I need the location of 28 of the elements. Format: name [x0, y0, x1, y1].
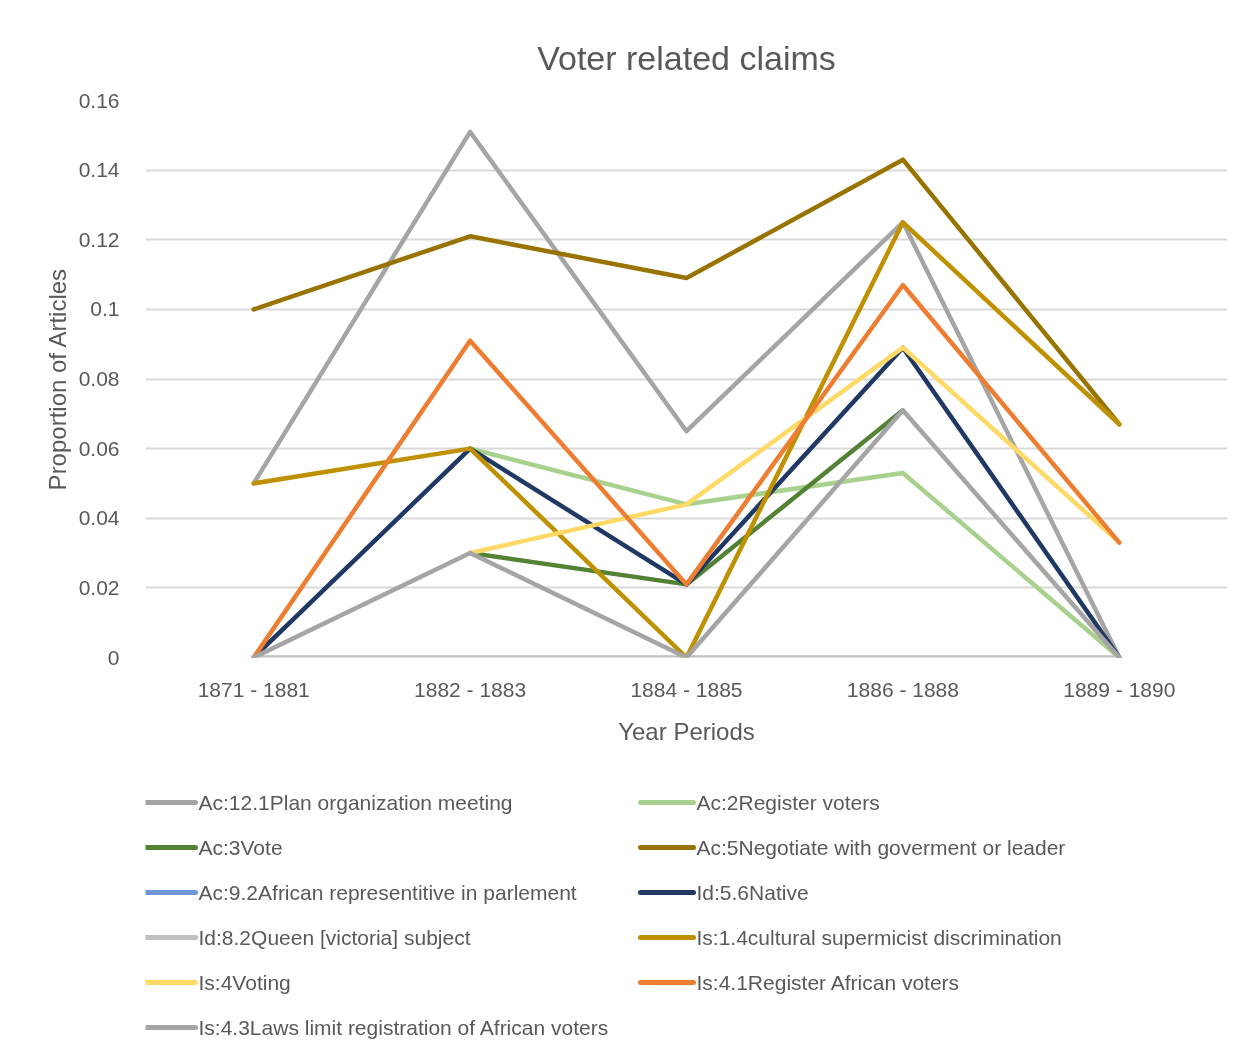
chart-title: Voter related claims [537, 38, 836, 77]
x-tick-label: 1882 - 1883 [414, 677, 527, 701]
x-axis-title: Year Periods [618, 717, 755, 745]
y-tick-label: 0 [107, 645, 120, 669]
y-tick-label: 0.12 [78, 227, 120, 251]
legend-label: Id:8.2Queen [victoria] subject [198, 926, 471, 949]
y-tick-label: 0.08 [78, 367, 120, 390]
legend-label: Id:5.6Native [696, 881, 809, 904]
legend-label: Ac:5Negotiate with goverment or leader [696, 836, 1066, 859]
legend-label: Is:4.1Register African voters [696, 971, 960, 994]
y-tick-label: 0.1 [90, 297, 120, 321]
y-tick-label: 0.02 [78, 575, 120, 599]
x-tick-label: 1884 - 1885 [630, 677, 743, 701]
y-tick-label: 0.06 [78, 436, 120, 460]
legend-label: Ac:9.2African representitive in parlement [198, 881, 577, 904]
legend-label: Ac:2Register voters [696, 791, 880, 814]
y-tick-label: 0.14 [78, 158, 120, 182]
legend-label: Ac:12.1Plan organization meeting [198, 791, 513, 814]
legend-label: Is:4.3Laws limit registration of African voters [198, 1016, 609, 1039]
x-tick-label: 1889 - 1890 [1063, 677, 1176, 701]
x-tick-label: 1886 - 1888 [846, 677, 959, 701]
legend-label: Ac:3Vote [198, 836, 283, 859]
x-tick-label: 1871 - 1881 [197, 677, 310, 701]
legend-label: Is:1.4cultural supermicist discrimination [696, 926, 1062, 949]
y-tick-label: 0.04 [78, 506, 120, 530]
y-tick-label: 0.16 [78, 88, 120, 112]
y-axis-title: Proportion of Articles [43, 268, 71, 491]
legend-label: Is:4Voting [198, 971, 291, 994]
